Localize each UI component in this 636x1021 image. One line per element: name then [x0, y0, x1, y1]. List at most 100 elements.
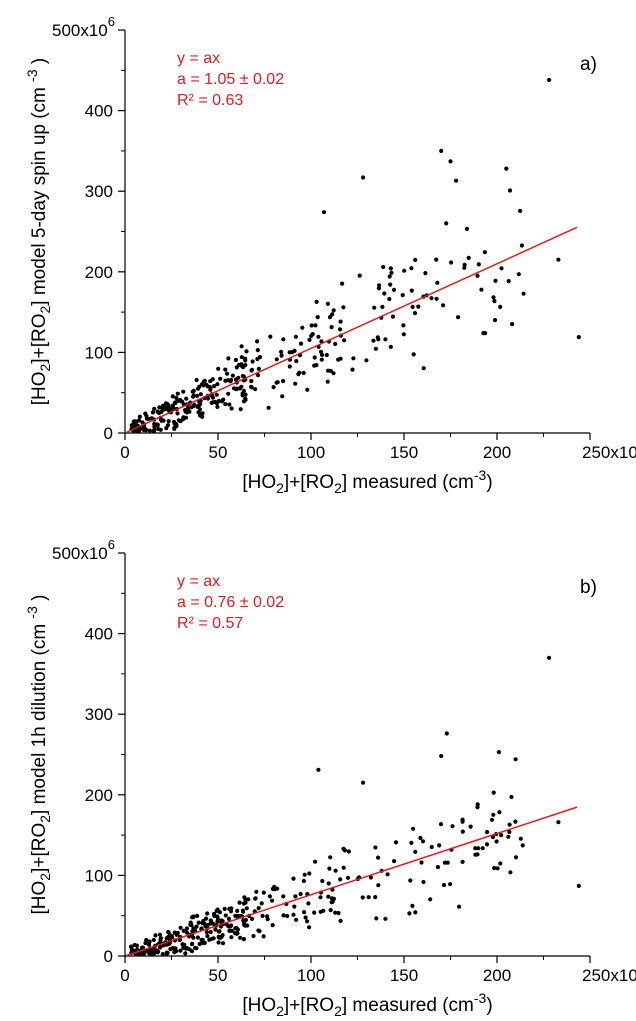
data-point — [556, 257, 561, 262]
data-point — [312, 910, 317, 915]
data-point — [152, 421, 157, 427]
data-point — [151, 937, 156, 943]
data-point — [256, 366, 261, 371]
data-point — [205, 396, 211, 401]
data-point — [336, 910, 341, 916]
data-point — [287, 364, 292, 369]
data-point — [266, 405, 271, 410]
y-axis-label: [HO2]+[RO2] model 1h dilution (cm -3 ) — [24, 594, 53, 914]
data-points — [129, 77, 581, 434]
data-point — [228, 924, 233, 929]
data-point — [418, 835, 423, 841]
data-point — [373, 895, 378, 900]
data-point — [196, 386, 201, 391]
data-point — [499, 833, 504, 838]
data-point — [499, 266, 504, 271]
data-point — [547, 655, 552, 660]
data-point — [214, 392, 219, 397]
data-point — [280, 394, 285, 399]
data-point — [202, 379, 207, 384]
data-point — [207, 937, 212, 942]
data-point — [255, 373, 261, 378]
data-point — [215, 382, 220, 387]
data-point — [434, 257, 439, 262]
data-point — [480, 846, 485, 851]
data-point — [444, 731, 449, 736]
data-point — [158, 427, 163, 432]
data-point — [184, 946, 189, 951]
data-point — [380, 304, 385, 309]
fit-line — [126, 806, 578, 957]
data-point — [294, 359, 299, 364]
data-point — [409, 288, 414, 293]
data-point — [338, 319, 343, 324]
data-point — [303, 915, 308, 920]
data-point — [184, 396, 189, 401]
x-tick-label: 150 — [390, 443, 418, 462]
y-tick-label: 300 — [85, 705, 113, 724]
data-point — [444, 221, 449, 226]
x-tick-label: 0 — [120, 966, 129, 985]
data-point — [176, 418, 181, 423]
data-point — [225, 371, 230, 376]
data-point — [307, 337, 312, 342]
data-point — [475, 273, 480, 278]
data-point — [270, 886, 275, 891]
data-point — [491, 295, 496, 300]
data-point — [196, 920, 201, 925]
data-point — [393, 840, 399, 845]
data-point — [441, 303, 446, 308]
data-point — [265, 914, 270, 919]
data-point — [301, 370, 306, 376]
data-point — [321, 210, 327, 215]
x-tick-label: 100 — [297, 443, 325, 462]
data-point — [341, 846, 346, 851]
data-point — [261, 934, 266, 939]
data-point — [153, 933, 158, 938]
data-point — [178, 925, 183, 930]
data-point — [218, 376, 223, 381]
data-point — [156, 410, 162, 416]
data-point — [241, 365, 246, 370]
data-point — [227, 402, 232, 407]
data-point — [223, 402, 228, 407]
fit-annotation-line: y = ax — [177, 573, 220, 590]
data-point — [389, 270, 394, 275]
data-point — [239, 344, 244, 349]
data-point — [504, 166, 509, 171]
data-point — [373, 845, 378, 850]
data-point — [327, 866, 332, 871]
data-point — [449, 260, 454, 265]
fit-annotation-line: R² = 0.63 — [177, 92, 243, 109]
data-point — [203, 924, 208, 929]
data-point — [302, 910, 307, 915]
data-point — [189, 942, 195, 947]
data-point — [439, 148, 444, 153]
data-point — [237, 900, 242, 905]
data-point — [223, 913, 228, 918]
data-point — [219, 918, 224, 923]
x-tick-label: 200 — [483, 443, 511, 462]
data-point — [547, 77, 552, 83]
data-point — [330, 312, 335, 317]
data-point — [219, 399, 224, 404]
data-point — [181, 943, 186, 948]
data-point — [188, 920, 193, 925]
data-point — [254, 889, 259, 894]
y-top-tick-label: 500x106 — [52, 14, 115, 40]
y-tick-label: 100 — [85, 343, 113, 362]
data-point — [412, 311, 418, 316]
data-point — [435, 280, 440, 285]
data-point — [301, 878, 306, 884]
data-point — [270, 923, 275, 928]
x-tick-label: 100 — [297, 966, 325, 985]
data-point — [496, 750, 501, 755]
data-point — [320, 878, 325, 884]
data-point — [172, 421, 177, 426]
data-point — [518, 836, 523, 841]
data-point — [281, 894, 286, 899]
data-point — [243, 358, 248, 363]
data-point — [448, 159, 453, 164]
data-point — [376, 286, 381, 291]
data-point — [521, 291, 526, 296]
